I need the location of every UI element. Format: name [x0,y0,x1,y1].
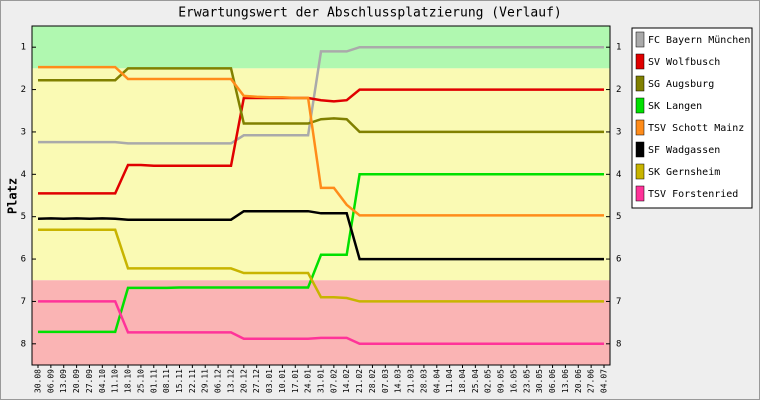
plot-border [31,25,611,366]
x-tick-label: 24.01 [304,369,313,393]
x-tick-label: 30.05 [535,369,544,393]
legend-label: TSV Forstenried [648,189,738,200]
series-line [38,300,604,346]
x-tick-label: 21.03 [407,369,416,393]
legend-swatch [635,141,645,158]
series-line [38,88,604,195]
x-tick-label: 29.11 [201,369,210,393]
x-tick-label: 17.01 [291,369,300,393]
y-tick-label: 8 [21,339,26,349]
y-tick-label: 7 [21,297,26,307]
series-line [38,173,604,334]
y2-tick-label: 5 [616,212,621,222]
y2-tick-label: 7 [616,297,621,307]
x-tick-label: 11.10 [111,369,120,393]
x-tick-label: 13.12 [226,369,235,393]
x-tick-label: 18.10 [124,369,133,393]
x-tick-label: 06.06 [548,369,557,393]
x-tick-label: 04.07 [600,369,609,393]
legend-swatch [635,75,645,92]
x-tick-label: 14.03 [394,369,403,393]
x-tick-label: 23.05 [522,369,531,393]
x-tick-label: 27.06 [587,369,596,393]
x-tick-label: 04.10 [98,369,107,393]
x-tick-label: 13.06 [561,369,570,393]
x-tick-label: 03.01 [265,369,274,393]
x-tick-label: 11.04 [445,369,454,393]
x-tick-label: 21.02 [355,369,364,393]
legend-swatch [635,163,645,180]
y2-tick-label: 8 [616,339,621,349]
x-tick-label: 06.09 [46,369,55,393]
legend-swatch [635,31,645,48]
x-tick-label: 28.02 [368,369,377,393]
x-tick-label: 07.03 [381,369,390,393]
legend-label: SK Gernsheim [648,167,720,178]
y-tick-label: 3 [21,127,26,137]
x-tick-label: 14.02 [342,369,351,393]
x-tick-label: 25.04 [471,369,480,393]
x-tick-label: 13.09 [59,369,68,393]
y-tick-label: 2 [21,85,26,95]
x-tick-label: 10.01 [278,369,287,393]
x-tick-label: 31.01 [317,369,326,393]
x-tick-label: 01.11 [149,369,158,393]
x-tick-label: 30.08 [34,369,43,393]
legend-label: FC Bayern München [648,35,750,46]
legend-label: SG Augsburg [648,79,714,90]
legend-swatch [635,185,645,202]
x-tick-label: 02.05 [484,369,493,393]
y-tick-label: 6 [21,255,26,265]
y2-tick-label: 6 [616,255,621,265]
x-tick-label: 16.05 [509,369,518,393]
x-tick-label: 27.12 [252,369,261,393]
x-tick-label: 20.06 [574,369,583,393]
band [32,280,610,365]
y2-tick-label: 1 [616,43,621,53]
y-tick-label: 1 [21,43,26,53]
chart-title: Erwartungswert der Abschlussplatzierung … [178,6,562,21]
legend-swatch [635,53,645,70]
y2-tick-label: 3 [616,127,621,137]
x-tick-label: 15.11 [175,369,184,393]
y-tick-label: 4 [21,170,26,180]
legend-swatch [635,119,645,136]
x-tick-label: 25.10 [136,369,145,393]
series-line [38,67,604,134]
x-tick-label: 27.09 [85,369,94,393]
x-tick-label: 07.02 [329,369,338,393]
series-line [38,228,604,303]
x-tick-label: 22.11 [188,369,197,393]
y-axis-label: Platz [6,178,20,214]
x-tick-label: 28.03 [419,369,428,393]
legend-label: SF Wadgassen [648,145,720,156]
y2-tick-label: 4 [616,170,621,180]
y-tick-label: 5 [21,212,26,222]
series-line [38,45,604,145]
y2-tick-label: 2 [616,85,621,95]
x-tick-label: 20.12 [239,369,248,393]
legend-label: SK Langen [648,101,702,112]
x-tick-label: 04.04 [432,369,441,393]
legend-label: SV Wolfbusch [648,57,720,68]
x-tick-label: 08.11 [162,369,171,393]
series-line [38,65,604,217]
legend-box [631,27,753,209]
x-tick-label: 18.04 [458,369,467,393]
series-line [37,209,604,261]
legend-swatch [635,97,645,114]
x-tick-label: 06.12 [214,369,223,393]
x-tick-label: 20.09 [72,369,81,393]
legend-label: TSV Schott Mainz [648,123,744,134]
x-tick-label: 09.05 [497,369,506,393]
